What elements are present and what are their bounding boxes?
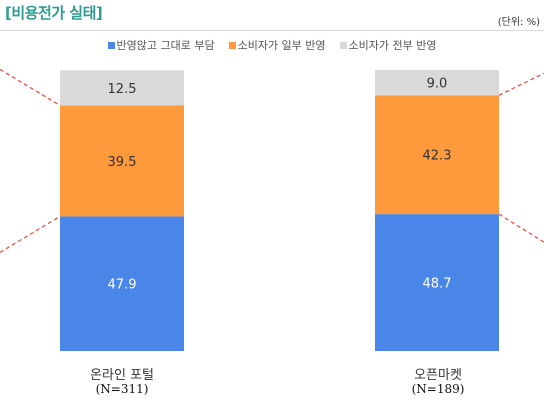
bar-segment-0-2 [60,70,184,106]
legend-label-2: 소비자가 전부 반영 [348,39,437,52]
chart-panel [0,30,544,408]
legend-swatch-1 [228,41,236,49]
data-label-1-2: 9.0 [427,77,448,92]
category-label-0: 온라인 포털 [90,368,154,383]
legend: 반영않고 그대로 부담 소비자가 일부 반영 소비자가 전부 반영 [0,37,544,53]
legend-label-0: 반영않고 그대로 부담 [116,39,215,52]
legend-item-0: 반영않고 그대로 부담 [107,37,215,53]
legend-item-1: 소비자가 일부 반영 [228,37,326,53]
data-label-0-2: 12.5 [108,82,137,97]
category-n-1: (N=189) [411,382,465,396]
data-label-0-1: 39.5 [108,155,137,170]
legend-item-2: 소비자가 전부 반영 [339,37,437,53]
bar-segment-1-1 [375,95,499,215]
bar-segment-1-0 [375,214,499,351]
connector-left-top [0,68,61,106]
connector-right-top [498,72,544,96]
bar-segment-0-0 [60,216,184,351]
bar-segment-1-2 [375,70,499,96]
legend-swatch-0 [107,41,115,49]
bar-segment-0-1 [60,105,184,217]
category-label-1: 오픈마켓 [414,368,462,383]
connector-left-bottom [0,215,61,253]
legend-label-1: 소비자가 일부 반영 [237,39,326,52]
legend-swatch-2 [339,41,347,49]
connector-right-bottom [498,213,544,243]
data-label-1-0: 48.7 [423,277,452,292]
category-n-0: (N=311) [95,382,149,396]
unit-label: (단위: %) [497,17,540,28]
data-label-1-1: 42.3 [423,149,452,164]
data-label-0-0: 47.9 [108,278,137,293]
chart-title: [비용전가 실태] [5,4,103,22]
